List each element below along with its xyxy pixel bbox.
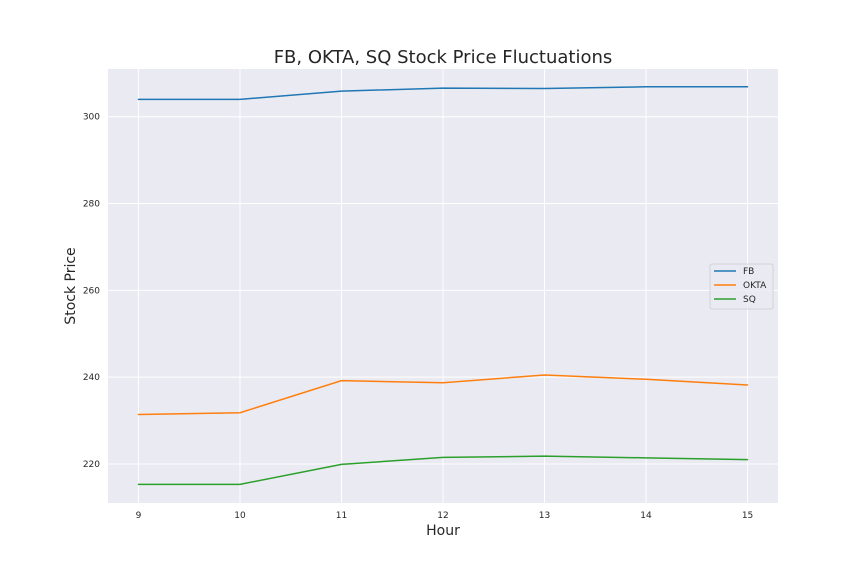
y-tick-label: 280 — [83, 200, 100, 210]
y-tick-label: 300 — [83, 113, 100, 123]
y-axis-label: Stock Price — [63, 247, 79, 324]
x-tick-label: 12 — [437, 511, 448, 521]
series-lines — [137, 86, 749, 486]
x-tick-label: 10 — [234, 511, 246, 521]
y-tick-label: 220 — [83, 460, 100, 470]
x-tick-label: 14 — [640, 511, 652, 521]
x-tick-label: 13 — [539, 511, 550, 521]
chart-title: FB, OKTA, SQ Stock Price Fluctuations — [274, 47, 613, 68]
x-tick-label: 9 — [136, 511, 142, 521]
y-axis-ticks: 220 240 260 280 300 — [83, 113, 100, 470]
series-line-okta — [137, 374, 749, 416]
legend-box — [709, 263, 774, 310]
y-tick-label: 240 — [83, 373, 100, 383]
x-axis-ticks: 9 10 11 12 13 14 15 — [136, 511, 754, 521]
legend-label-fb: FB — [743, 267, 754, 277]
x-tick-label: 15 — [742, 511, 753, 521]
legend-label-okta: OKTA — [743, 281, 767, 291]
x-axis-label: Hour — [426, 523, 460, 539]
legend-label-sq: SQ — [743, 295, 756, 305]
grid-lines — [108, 69, 778, 503]
x-tick-label: 11 — [336, 511, 347, 521]
series-line-sq — [137, 455, 749, 486]
legend: FB OKTA SQ — [709, 263, 774, 310]
series-line-fb — [137, 86, 749, 101]
y-tick-label: 260 — [83, 286, 100, 296]
